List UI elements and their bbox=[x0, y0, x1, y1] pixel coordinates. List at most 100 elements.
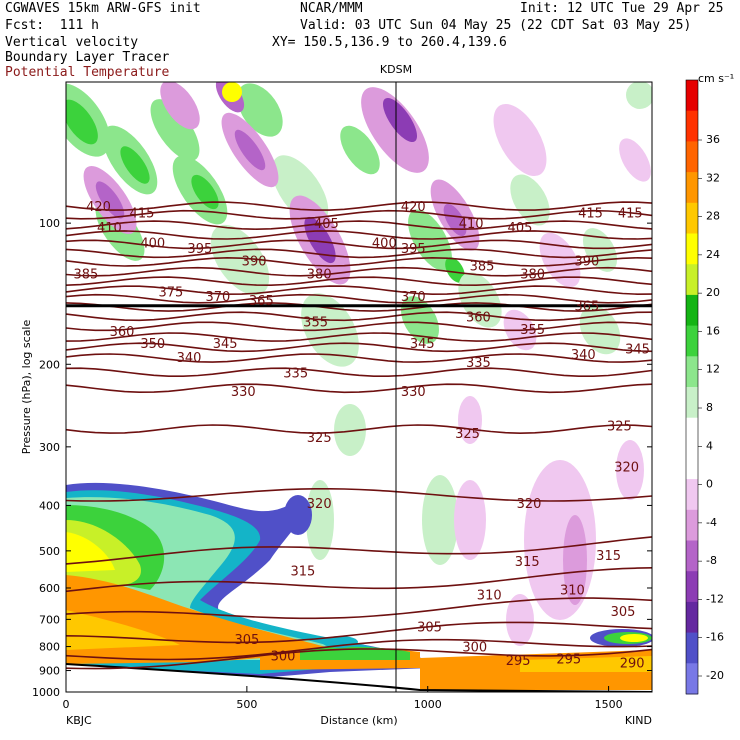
theta-label: 345 bbox=[213, 337, 238, 352]
colorbar-label: 4 bbox=[706, 439, 713, 452]
colorbar-swatch bbox=[686, 294, 698, 327]
y-tick-label: 900 bbox=[39, 665, 60, 678]
field-potential-temperature: Potential Temperature bbox=[5, 65, 170, 80]
theta-label: 375 bbox=[158, 286, 183, 301]
theta-label: 305 bbox=[234, 633, 259, 648]
theta-label: 405 bbox=[508, 221, 533, 236]
colorbar-swatch bbox=[686, 448, 698, 480]
colorbar-swatch bbox=[686, 663, 698, 695]
velocity-cell bbox=[120, 146, 150, 184]
theta-label: 290 bbox=[620, 656, 645, 671]
model-title: CGWAVES 15km ARW-GFS init bbox=[5, 1, 201, 16]
theta-contour-line bbox=[66, 285, 652, 296]
velocity-cell bbox=[306, 480, 334, 560]
colorbar-swatch bbox=[686, 202, 698, 234]
axes: 0 500 1000 1500 100 200 300 400 500 600 700 800 900 1… bbox=[32, 217, 652, 711]
theta-label: 340 bbox=[571, 348, 596, 363]
theta-contour-line bbox=[66, 239, 652, 250]
tracer-yellow bbox=[66, 532, 115, 572]
theta-contour-line bbox=[66, 648, 652, 670]
theta-contour-line bbox=[66, 230, 652, 240]
theta-contour-line bbox=[66, 597, 652, 620]
theta-contour-line bbox=[66, 293, 652, 304]
velocity-cell bbox=[422, 475, 458, 565]
colorbar-label: 24 bbox=[706, 248, 720, 261]
velocity-cell bbox=[66, 99, 98, 145]
theta-contour-line bbox=[66, 201, 652, 211]
velocity-cell bbox=[334, 404, 366, 456]
theta-label: 345 bbox=[625, 342, 650, 357]
colorbar-swatch bbox=[686, 110, 698, 142]
theta-label: 310 bbox=[560, 584, 585, 599]
colorbar-swatch bbox=[686, 417, 698, 449]
theta-label: 320 bbox=[517, 497, 542, 512]
theta-label: 405 bbox=[314, 217, 339, 232]
colorbar-swatch bbox=[686, 233, 698, 265]
theta-label: 320 bbox=[614, 460, 639, 475]
colorbar-label: -12 bbox=[706, 592, 724, 605]
colorbar-label: 16 bbox=[706, 324, 720, 337]
theta-contour-line bbox=[66, 367, 652, 377]
theta-contour-line bbox=[66, 536, 652, 565]
theta-label: 340 bbox=[177, 351, 202, 366]
theta-label: 420 bbox=[401, 200, 426, 215]
theta-contour-line bbox=[66, 276, 652, 287]
theta-label: 380 bbox=[520, 267, 545, 282]
velocity-cell bbox=[191, 174, 219, 210]
theta-label: 390 bbox=[574, 254, 599, 269]
colorbar-swatch bbox=[686, 356, 698, 388]
theta-label: 400 bbox=[140, 237, 165, 252]
theta-label: 295 bbox=[506, 654, 531, 669]
velocity-cell bbox=[563, 515, 587, 605]
theta-label: 315 bbox=[596, 549, 621, 564]
theta-contour-line bbox=[66, 488, 652, 502]
y-tick-label: 100 bbox=[39, 217, 60, 230]
tracer-cell-right-center bbox=[620, 634, 648, 642]
velocity-cell bbox=[222, 82, 242, 102]
velocity-cell bbox=[458, 396, 482, 444]
theta-label: 395 bbox=[187, 242, 212, 257]
init-time: Init: 12 UTC Tue 29 Apr 25 bbox=[520, 1, 724, 16]
colorbar-swatch bbox=[686, 387, 698, 419]
theta-label: 410 bbox=[459, 217, 484, 232]
colorbar-swatch bbox=[686, 141, 698, 173]
colorbar-label: 8 bbox=[706, 401, 713, 414]
velocity-cell bbox=[619, 138, 651, 182]
velocity-cell bbox=[626, 82, 652, 109]
velocity-cell bbox=[539, 232, 581, 288]
theta-label: 330 bbox=[401, 385, 426, 400]
velocity-cell bbox=[210, 224, 270, 296]
field-vertical-velocity: Vertical velocity bbox=[5, 35, 139, 50]
y-tick-label: 700 bbox=[39, 613, 60, 626]
theta-label: 400 bbox=[372, 237, 397, 252]
theta-label: 310 bbox=[477, 589, 502, 604]
theta-label: 385 bbox=[73, 267, 98, 282]
theta-contour-line bbox=[66, 220, 652, 231]
theta-label: 335 bbox=[283, 366, 308, 381]
y-tick-label: 500 bbox=[39, 545, 60, 558]
colorbar-unit: cm s⁻¹ bbox=[698, 72, 734, 85]
colorbar-swatch bbox=[686, 80, 698, 112]
right-station-label: KIND bbox=[625, 714, 652, 727]
theta-label: 325 bbox=[607, 419, 632, 434]
velocity-cell bbox=[493, 103, 547, 177]
y-axis-label: Pressure (hPa), log scale bbox=[20, 320, 33, 455]
theta-label: 360 bbox=[110, 325, 135, 340]
velocity-cell bbox=[506, 594, 534, 646]
velocity-cell bbox=[150, 99, 200, 161]
velocity-cell bbox=[616, 440, 644, 500]
colorbar-label: 20 bbox=[706, 286, 720, 299]
colorbar-swatch bbox=[686, 172, 698, 204]
left-station-label: KBJC bbox=[66, 714, 92, 727]
colorbar-swatch bbox=[686, 479, 698, 511]
y-tick-label: 300 bbox=[39, 441, 60, 454]
theta-label: 315 bbox=[291, 564, 316, 579]
theta-contour-line bbox=[66, 311, 652, 322]
theta-contour-line bbox=[66, 302, 652, 312]
theta-label: 355 bbox=[520, 323, 545, 338]
velocity-cell bbox=[408, 209, 452, 271]
theta-label: 385 bbox=[470, 259, 495, 274]
x-tick-label: 1500 bbox=[595, 698, 623, 711]
colorbar-label: 28 bbox=[706, 210, 720, 223]
y-tick-label: 1000 bbox=[32, 686, 60, 699]
